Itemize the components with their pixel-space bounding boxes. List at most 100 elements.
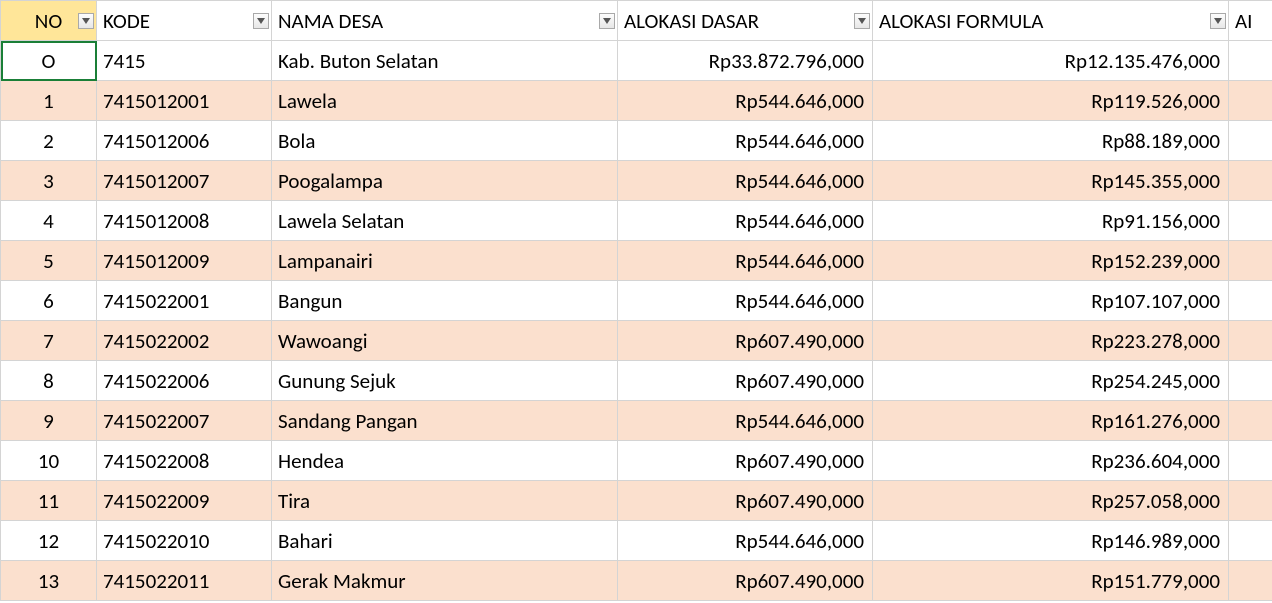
cell-extra[interactable] [1229,561,1272,601]
cell-extra[interactable] [1229,521,1272,561]
cell-kode[interactable]: 7415012007 [97,161,272,201]
cell-extra[interactable] [1229,121,1272,161]
cell-dasar[interactable]: Rp544.646,000 [618,401,873,441]
cell-nama[interactable]: Lawela Selatan [272,201,618,241]
cell-nama[interactable]: Gerak Makmur [272,561,618,601]
cell-extra[interactable] [1229,401,1272,441]
filter-dropdown-icon[interactable] [1210,13,1226,29]
cell-nama[interactable]: Gunung Sejuk [272,361,618,401]
header-nama[interactable]: NAMA DESA [272,1,618,41]
cell-formula[interactable]: Rp152.239,000 [873,241,1229,281]
cell-formula[interactable]: Rp257.058,000 [873,481,1229,521]
table-row: 47415012008Lawela SelatanRp544.646,000Rp… [1,201,1272,241]
cell-extra[interactable] [1229,41,1272,81]
cell-no[interactable]: 6 [1,281,97,321]
cell-formula[interactable]: Rp223.278,000 [873,321,1229,361]
table-row: 97415022007Sandang PanganRp544.646,000Rp… [1,401,1272,441]
cell-formula[interactable]: Rp88.189,000 [873,121,1229,161]
filter-dropdown-icon[interactable] [253,13,269,29]
cell-dasar[interactable]: Rp544.646,000 [618,81,873,121]
cell-no[interactable]: 11 [1,481,97,521]
cell-nama[interactable]: Tira [272,481,618,521]
table-row: 67415022001BangunRp544.646,000Rp107.107,… [1,281,1272,321]
cell-dasar[interactable]: Rp544.646,000 [618,201,873,241]
filter-dropdown-icon[interactable] [599,13,615,29]
cell-kode[interactable]: 7415022009 [97,481,272,521]
cell-nama[interactable]: Bahari [272,521,618,561]
cell-formula[interactable]: Rp236.604,000 [873,441,1229,481]
cell-extra[interactable] [1229,281,1272,321]
cell-no[interactable]: 5 [1,241,97,281]
cell-kode[interactable]: 7415012009 [97,241,272,281]
cell-extra[interactable] [1229,321,1272,361]
cell-no[interactable]: 8 [1,361,97,401]
cell-dasar[interactable]: Rp607.490,000 [618,481,873,521]
cell-nama[interactable]: Hendea [272,441,618,481]
cell-dasar[interactable]: Rp607.490,000 [618,321,873,361]
cell-kode[interactable]: 7415012006 [97,121,272,161]
header-extra[interactable]: AI [1229,1,1272,41]
cell-formula[interactable]: Rp145.355,000 [873,161,1229,201]
spreadsheet-table[interactable]: NO KODE NAMA DESA ALOKASI DASAR [0,0,1272,601]
cell-formula[interactable]: Rp12.135.476,000 [873,41,1229,81]
cell-dasar[interactable]: Rp607.490,000 [618,561,873,601]
cell-no[interactable]: 1 [1,81,97,121]
cell-formula[interactable]: Rp254.245,000 [873,361,1229,401]
cell-kode[interactable]: 7415022007 [97,401,272,441]
cell-dasar[interactable]: Rp544.646,000 [618,121,873,161]
header-dasar[interactable]: ALOKASI DASAR [618,1,873,41]
cell-nama[interactable]: Poogalampa [272,161,618,201]
cell-extra[interactable] [1229,441,1272,481]
cell-formula[interactable]: Rp161.276,000 [873,401,1229,441]
cell-kode[interactable]: 7415022002 [97,321,272,361]
header-kode[interactable]: KODE [97,1,272,41]
cell-extra[interactable] [1229,201,1272,241]
cell-kode[interactable]: 7415022010 [97,521,272,561]
cell-extra[interactable] [1229,241,1272,281]
cell-nama[interactable]: Kab. Buton Selatan [272,41,618,81]
cell-nama[interactable]: Bola [272,121,618,161]
cell-no[interactable]: 2 [1,121,97,161]
cell-dasar[interactable]: Rp544.646,000 [618,161,873,201]
header-no[interactable]: NO [1,1,97,41]
filter-dropdown-icon[interactable] [78,13,94,29]
cell-nama[interactable]: Bangun [272,281,618,321]
table-row: 77415022002WawoangiRp607.490,000Rp223.27… [1,321,1272,361]
cell-formula[interactable]: Rp119.526,000 [873,81,1229,121]
cell-extra[interactable] [1229,81,1272,121]
cell-formula[interactable]: Rp107.107,000 [873,281,1229,321]
cell-no[interactable]: 13 [1,561,97,601]
cell-formula[interactable]: Rp91.156,000 [873,201,1229,241]
cell-no[interactable]: 9 [1,401,97,441]
cell-no[interactable]: 4 [1,201,97,241]
cell-nama[interactable]: Wawoangi [272,321,618,361]
cell-no[interactable]: 12 [1,521,97,561]
cell-dasar[interactable]: Rp544.646,000 [618,241,873,281]
cell-kode[interactable]: 7415012001 [97,81,272,121]
cell-nama[interactable]: Lampanairi [272,241,618,281]
cell-kode[interactable]: 7415022008 [97,441,272,481]
cell-nama[interactable]: Sandang Pangan [272,401,618,441]
cell-kode[interactable]: 7415012008 [97,201,272,241]
selected-cell[interactable]: O [1,41,97,81]
cell-kode[interactable]: 7415 [97,41,272,81]
cell-extra[interactable] [1229,361,1272,401]
cell-dasar[interactable]: Rp544.646,000 [618,281,873,321]
cell-dasar[interactable]: Rp607.490,000 [618,361,873,401]
header-formula[interactable]: ALOKASI FORMULA [873,1,1229,41]
cell-no[interactable]: 3 [1,161,97,201]
cell-kode[interactable]: 7415022006 [97,361,272,401]
cell-kode[interactable]: 7415022011 [97,561,272,601]
cell-formula[interactable]: Rp151.779,000 [873,561,1229,601]
cell-dasar[interactable]: Rp33.872.796,000 [618,41,873,81]
cell-dasar[interactable]: Rp607.490,000 [618,441,873,481]
cell-extra[interactable] [1229,481,1272,521]
cell-extra[interactable] [1229,161,1272,201]
cell-formula[interactable]: Rp146.989,000 [873,521,1229,561]
filter-dropdown-icon[interactable] [854,13,870,29]
cell-no[interactable]: 10 [1,441,97,481]
cell-nama[interactable]: Lawela [272,81,618,121]
cell-kode[interactable]: 7415022001 [97,281,272,321]
cell-dasar[interactable]: Rp544.646,000 [618,521,873,561]
cell-no[interactable]: 7 [1,321,97,361]
